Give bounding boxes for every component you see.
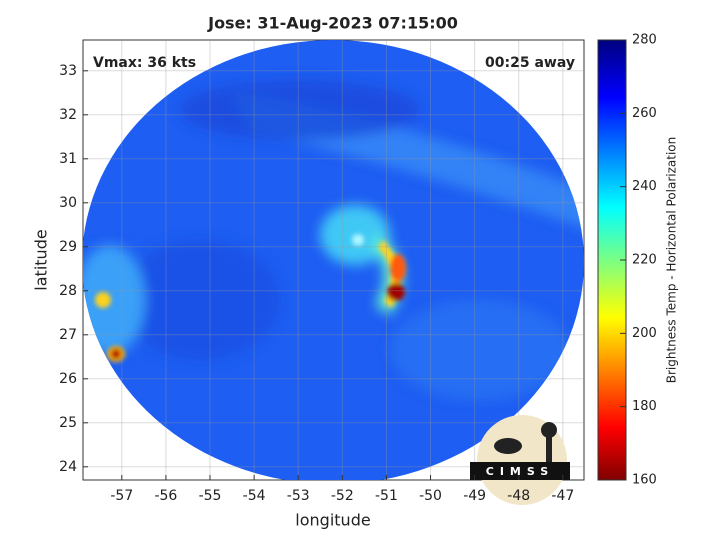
x-tick-label: -52 xyxy=(331,488,354,504)
colorbar-tick-label: 180 xyxy=(632,399,657,414)
y-tick-label: 30 xyxy=(59,195,77,211)
y-tick-label: 25 xyxy=(59,415,77,431)
y-tick-label: 24 xyxy=(59,459,77,475)
colorbar-tick-label: 280 xyxy=(632,33,657,48)
y-tick-label: 33 xyxy=(59,63,77,79)
y-tick-label: 32 xyxy=(59,107,77,123)
annotation: 00:25 away xyxy=(485,55,575,71)
x-tick-label: -54 xyxy=(243,488,266,504)
chart-title: Jose: 31-Aug-2023 07:15:00 xyxy=(207,14,458,33)
satellite-image xyxy=(83,40,584,480)
x-tick-label: -57 xyxy=(110,488,133,504)
x-tick-label: -56 xyxy=(154,488,177,504)
colorbar-tick-label: 160 xyxy=(632,473,657,488)
logo: CIMSS xyxy=(470,415,570,505)
x-tick-label: -47 xyxy=(551,488,574,504)
colorbar-tick-label: 260 xyxy=(632,106,657,121)
x-tick-label: -55 xyxy=(199,488,222,504)
x-tick-label: -53 xyxy=(287,488,310,504)
colorbar-tick-label: 200 xyxy=(632,326,657,341)
y-tick-label: 31 xyxy=(59,151,77,167)
y-tick-label: 28 xyxy=(59,283,77,299)
y-tick-label: 29 xyxy=(59,239,77,255)
y-tick-label: 27 xyxy=(59,327,77,343)
colorbar-tick-label: 240 xyxy=(632,179,657,194)
x-tick-label: -51 xyxy=(375,488,398,504)
annotation: Vmax: 36 kts xyxy=(93,55,196,71)
colorbar-label: Brightness Temp - Horizontal Polarizatio… xyxy=(665,137,679,384)
y-tick-label: 26 xyxy=(59,371,77,387)
logo-text: CIMSS xyxy=(486,465,554,478)
x-tick-label: -48 xyxy=(507,488,530,504)
x-tick-label: -50 xyxy=(419,488,442,504)
x-tick-label: -49 xyxy=(463,488,486,504)
colorbar-tick-label: 220 xyxy=(632,253,657,268)
x-axis-label: longitude xyxy=(295,511,370,530)
y-axis-label: latitude xyxy=(32,229,51,290)
